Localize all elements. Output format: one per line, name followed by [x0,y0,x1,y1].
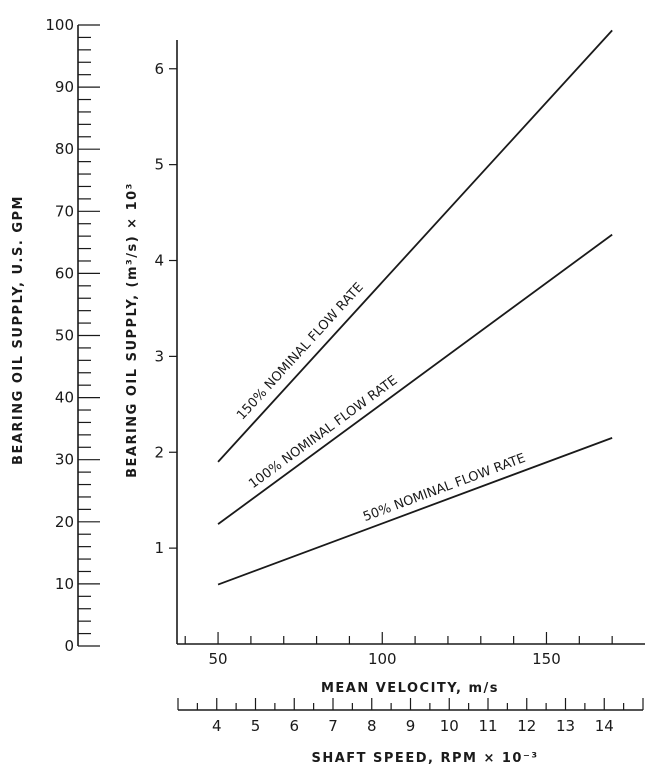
gpm-tick-label: 0 [64,637,74,655]
gpm-tick-label: 10 [55,575,74,593]
y-tick-label: 1 [154,539,164,557]
speed-tick-label: 9 [406,717,416,735]
gpm-axis-title: BEARING OIL SUPPLY, U.S. GPM [11,195,26,465]
speed-axis-title: SHAFT SPEED, RPM × 10⁻³ [311,751,538,766]
gpm-tick-label: 100 [45,16,74,34]
gpm-tick-label: 90 [55,78,74,96]
gpm-axis: 0 10 20 30 40 50 60 70 80 90 100 [45,16,100,655]
gpm-tick-label: 30 [55,451,74,469]
speed-tick-label: 13 [556,717,575,735]
gpm-tick-label: 80 [55,140,74,158]
speed-tick-label: 12 [517,717,536,735]
y-tick-label: 5 [154,156,164,174]
gpm-tick-label: 40 [55,389,74,407]
speed-tick-label: 6 [289,717,299,735]
speed-axis: 4 5 6 7 8 9 10 11 12 13 14 [177,698,644,735]
gpm-tick-label: 20 [55,513,74,531]
y-tick-label: 3 [154,347,164,365]
series-line [217,437,613,586]
series-label: 150% NOMINAL FLOW RATE [234,280,367,423]
x-tick-label: 50 [209,650,228,668]
speed-tick-label: 10 [440,717,459,735]
x-axis: 50 100 150 [177,632,645,668]
series-line [217,29,613,463]
speed-tick-label: 5 [251,717,261,735]
speed-tick-label: 11 [478,717,497,735]
series-line [217,233,613,525]
gpm-tick-label: 50 [55,327,74,345]
y-tick-label: 2 [154,443,164,461]
y-tick-label: 4 [154,252,164,270]
speed-tick-label: 4 [212,717,222,735]
y-tick-label: 6 [154,60,164,78]
speed-tick-label: 7 [328,717,338,735]
x-tick-label: 100 [368,650,397,668]
gpm-tick-label: 70 [55,202,74,220]
gpm-tick-label: 60 [55,264,74,282]
x-tick-label: 150 [532,650,561,668]
speed-tick-label: 8 [367,717,377,735]
y-axis: 1 2 3 4 5 6 [154,40,178,644]
y-axis-title: BEARING OIL SUPPLY, (m³/s) × 10³ [125,182,140,478]
speed-tick-label: 14 [595,717,614,735]
x-axis-title: MEAN VELOCITY, m/s [321,681,499,696]
series-label: 50% NOMINAL FLOW RATE [361,451,527,525]
